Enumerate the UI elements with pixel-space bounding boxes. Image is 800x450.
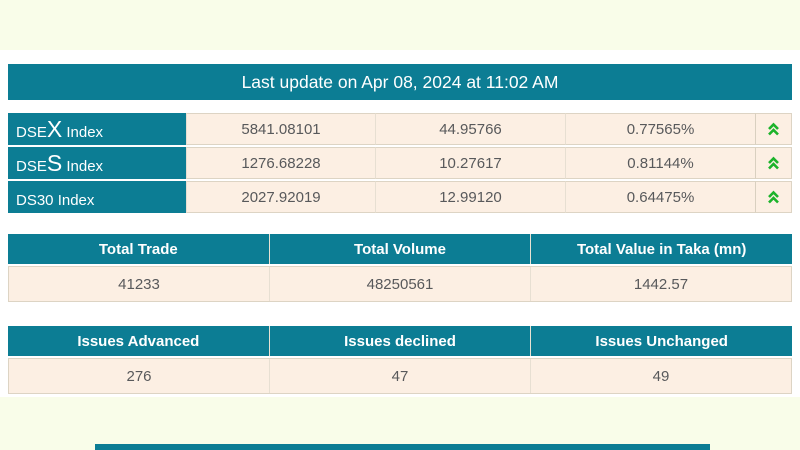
index-change: 44.95766: [375, 113, 565, 145]
totals-header-row: Total Trade Total Volume Total Value in …: [8, 234, 792, 264]
double-chevron-up-icon: [768, 156, 779, 169]
issues-value-row: 276 47 49: [8, 358, 792, 394]
totals-table: Total Trade Total Volume Total Value in …: [8, 234, 792, 302]
index-value: 5841.08101: [186, 113, 375, 145]
issues-table: Issues Advanced Issues declined Issues U…: [8, 326, 792, 394]
index-value: 1276.68228: [186, 147, 375, 179]
index-value: 2027.92019: [186, 181, 375, 213]
index-label-ds30: DS30 Index: [8, 181, 186, 213]
index-change-percent: 0.81144%: [565, 147, 755, 179]
issues-advanced-value: 276: [9, 359, 269, 393]
double-chevron-up-icon: [768, 190, 779, 203]
index-change-percent: 0.77565%: [565, 113, 755, 145]
issues-declined-header: Issues declined: [268, 326, 531, 356]
index-row-ds30: DS30 Index 2027.92019 12.99120 0.64475%: [8, 181, 792, 213]
totals-value-row: 41233 48250561 1442.57: [8, 266, 792, 302]
trend-up-cell: [755, 181, 792, 213]
total-volume-value: 48250561: [269, 267, 530, 301]
trend-up-cell: [755, 147, 792, 179]
issues-header-row: Issues Advanced Issues declined Issues U…: [8, 326, 792, 356]
market-summary: Last update on Apr 08, 2024 at 11:02 AM …: [8, 64, 792, 394]
double-chevron-up-icon: [768, 122, 779, 135]
index-row-dsex: DSEX Index 5841.08101 44.95766 0.77565%: [8, 113, 792, 145]
total-trade-header: Total Trade: [98, 240, 178, 258]
index-change: 12.99120: [375, 181, 565, 213]
issues-advanced-header: Issues Advanced: [77, 332, 200, 350]
index-rows: DSEX Index 5841.08101 44.95766 0.77565% …: [8, 113, 792, 213]
trend-up-cell: [755, 113, 792, 145]
index-label-text: DS30 Index: [16, 191, 95, 209]
last-update-text: Last update on Apr 08, 2024 at 11:02 AM: [241, 71, 559, 92]
index-row-dses: DSES Index 1276.68228 10.27617 0.81144%: [8, 147, 792, 179]
index-change-percent: 0.64475%: [565, 181, 755, 213]
index-change: 10.27617: [375, 147, 565, 179]
index-label-text: DSES Index: [16, 149, 104, 176]
issues-unchanged-value: 49: [530, 359, 791, 393]
index-label-dsex: DSEX Index: [8, 113, 186, 145]
index-label-text: DSEX Index: [16, 115, 104, 142]
footer-bar: [95, 444, 710, 450]
issues-unchanged-header: Issues Unchanged: [530, 326, 792, 356]
index-label-dses: DSES Index: [8, 147, 186, 179]
total-value-header: Total Value in Taka (mn): [530, 234, 792, 264]
total-trade-value: 41233: [9, 267, 269, 301]
total-value-value: 1442.57: [530, 267, 791, 301]
last-update-bar: Last update on Apr 08, 2024 at 11:02 AM: [8, 64, 792, 100]
issues-declined-value: 47: [269, 359, 530, 393]
total-volume-header: Total Volume: [268, 234, 531, 264]
